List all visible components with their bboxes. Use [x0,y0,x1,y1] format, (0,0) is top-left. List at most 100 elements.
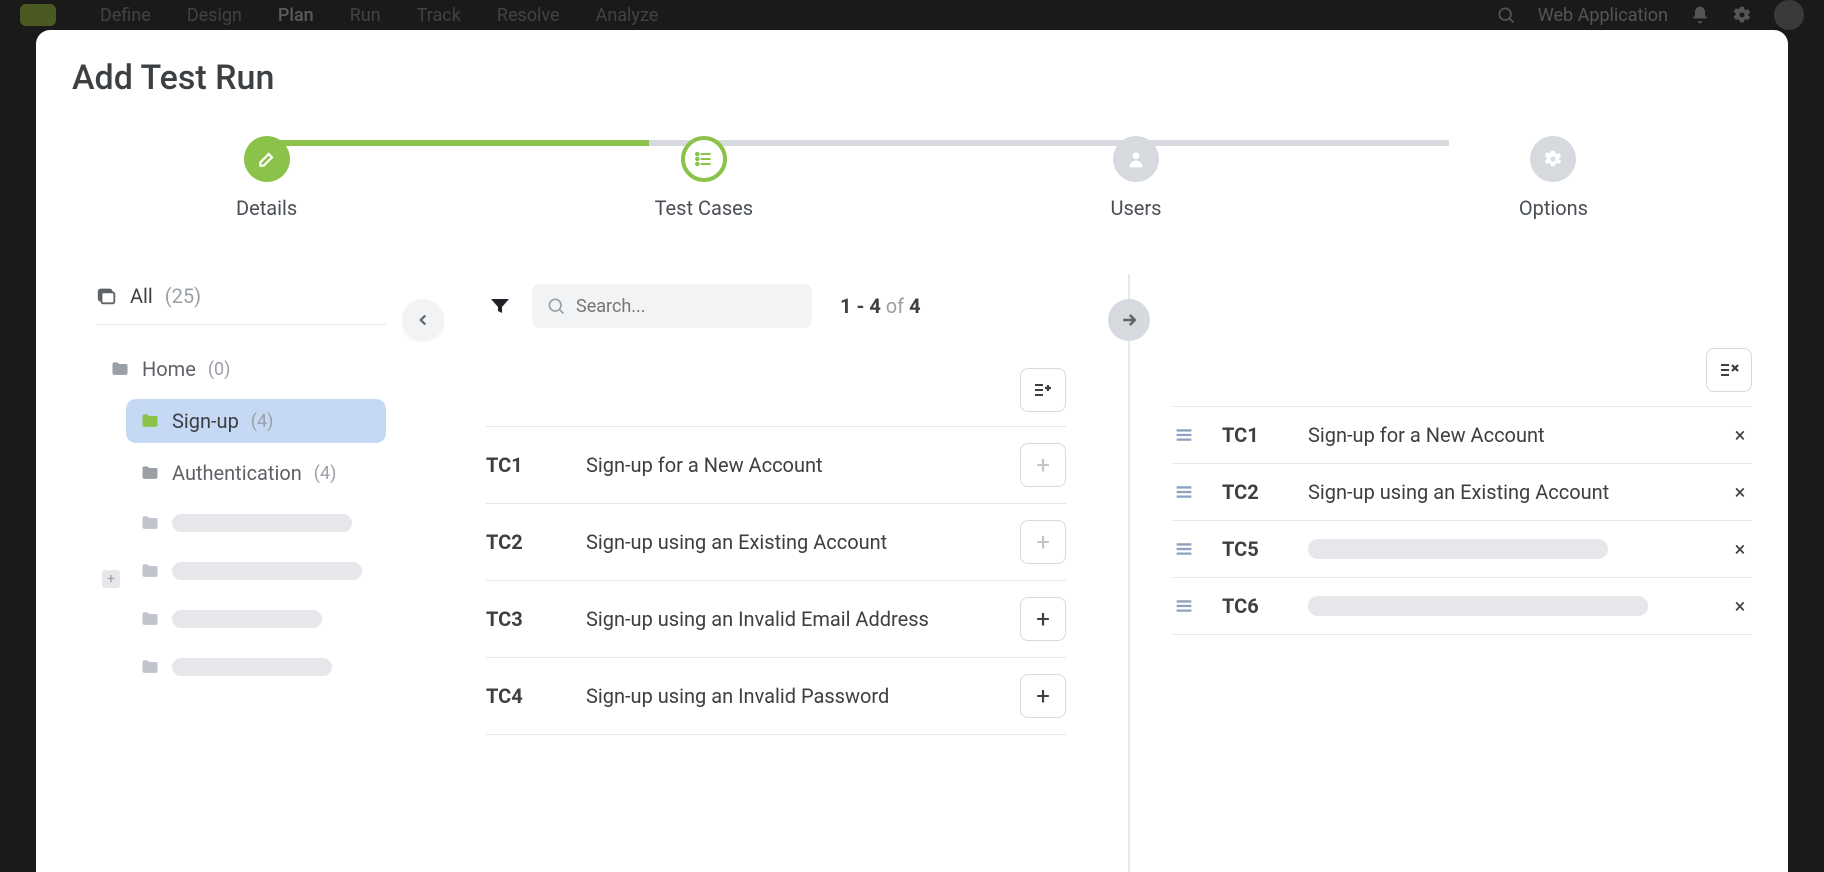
remove-test-case-button[interactable]: × [1728,480,1752,504]
nav-tab: Define [100,5,151,26]
selected-test-case-title: Sign-up for a New Account [1308,423,1702,447]
nav-tab: Resolve [497,5,560,26]
test-case-title: Sign-up for a New Account [586,453,980,477]
tree-root-count: (25) [165,284,201,308]
available-test-cases-panel: 1 - 4 of 4 TC1 Sign-up for a New Account +… [416,264,1102,872]
search-input[interactable] [576,296,798,317]
folder-icon [140,411,160,431]
tree-item-label: Home [142,357,196,381]
modal-body: All (25) Home (0)Sign-up (4)Authenticati… [36,244,1788,872]
step-label: Test Cases [655,196,754,220]
collapse-sidebar-button[interactable] [402,299,444,341]
nav-tab: Run [350,5,381,26]
test-case-row: TC4 Sign-up using an Invalid Password + [486,657,1066,735]
app-name-label: Web Application [1538,5,1668,26]
drag-handle-icon[interactable] [1172,595,1196,617]
test-case-row: TC1 Sign-up for a New Account + [486,426,1066,503]
stepper-step[interactable]: Users [1110,136,1161,220]
skeleton-placeholder [172,658,332,676]
search-icon [1496,5,1516,25]
test-case-id: TC1 [486,453,546,477]
tree-item-count: (4) [314,463,337,484]
add-test-case-button[interactable]: + [1020,674,1066,718]
bell-icon [1690,5,1710,25]
vertical-divider [1128,274,1130,872]
stack-icon [96,285,118,307]
tree-item[interactable]: Sign-up (4) [126,399,386,443]
filter-icon[interactable] [486,292,514,320]
remove-test-case-button[interactable]: × [1728,537,1752,561]
tree-item[interactable] [126,503,386,543]
nav-tab: Design [187,5,242,26]
step-connector [259,140,649,146]
app-logo [20,4,56,26]
user-avatar [1774,0,1804,30]
skeleton-placeholder [1308,596,1648,616]
folder-icon [140,609,160,629]
tree-root-label: All [130,284,153,308]
step-label: Users [1110,196,1161,220]
nav-tab: Analyze [596,5,659,26]
step-connector [1049,140,1449,146]
folder-icon [110,359,130,379]
add-all-button[interactable] [1020,368,1066,412]
gear-icon [1530,136,1576,182]
test-case-id: TC4 [486,684,546,708]
stepper-step[interactable]: Test Cases [655,136,754,220]
folder-icon [140,561,160,581]
test-case-id: TC2 [1222,480,1282,504]
folder-icon [140,463,160,483]
test-case-id: TC5 [1222,537,1282,561]
add-test-case-button[interactable]: + [1020,597,1066,641]
topbar-right: Web Application [1496,0,1804,30]
add-test-case-button[interactable]: + [1020,443,1066,487]
step-label: Options [1519,196,1588,220]
list-icon [681,136,727,182]
selected-test-case-row: TC5 × [1172,520,1752,577]
tree-item-count: (0) [208,359,231,380]
add-test-case-button[interactable]: + [1020,520,1066,564]
search-icon [546,296,566,316]
folder-icon [140,513,160,533]
tree-expand-icon[interactable]: + [102,570,120,588]
selected-test-cases-panel: TC1Sign-up for a New Account×TC2Sign-up … [1102,264,1788,872]
stepper: Details Test Cases Users Options [36,118,1788,244]
tree-item[interactable] [126,647,386,687]
test-case-id: TC3 [486,607,546,631]
skeleton-placeholder [1308,539,1608,559]
transfer-arrow-button[interactable] [1108,299,1150,341]
tree-item[interactable] [126,551,386,591]
remove-test-case-button[interactable]: × [1728,594,1752,618]
folder-tree-sidebar: All (25) Home (0)Sign-up (4)Authenticati… [36,264,416,872]
user-icon [1113,136,1159,182]
nav-tab: Plan [278,5,314,26]
test-case-id: TC1 [1222,423,1282,447]
selected-test-case-row: TC6× [1172,577,1752,635]
stepper-step[interactable]: Options [1519,136,1588,220]
step-label: Details [236,196,297,220]
modal-title: Add Test Run [36,58,1788,118]
tree-item-count: (4) [251,411,274,432]
nav-tab: Track [417,5,461,26]
paging-label: 1 - 4 of 4 [840,294,921,318]
gear-icon [1732,5,1752,25]
test-case-title: Sign-up using an Invalid Password [586,684,980,708]
drag-handle-icon[interactable] [1172,424,1196,446]
tree-item[interactable] [126,599,386,639]
drag-handle-icon[interactable] [1172,538,1196,560]
tree-root[interactable]: All (25) [96,284,386,325]
tree-item-label: Sign-up [172,409,239,433]
folder-icon [140,657,160,677]
tree-item[interactable]: Home (0) [96,347,386,391]
tree-item-label: Authentication [172,461,302,485]
tree-item[interactable]: Authentication (4) [126,451,386,495]
add-test-run-modal: Add Test Run Details Test Cases Users Optio… [36,30,1788,872]
stepper-step[interactable]: Details [236,136,297,220]
search-row: 1 - 4 of 4 [486,284,1066,328]
remove-test-case-button[interactable]: × [1728,423,1752,447]
test-case-row: TC2Sign-up using an Existing Account+ [486,503,1066,580]
test-case-row: TC3Sign-up using an Invalid Email Addres… [486,580,1066,657]
remove-all-button[interactable] [1706,348,1752,392]
drag-handle-icon[interactable] [1172,481,1196,503]
test-case-title: Sign-up using an Existing Account [586,530,980,554]
